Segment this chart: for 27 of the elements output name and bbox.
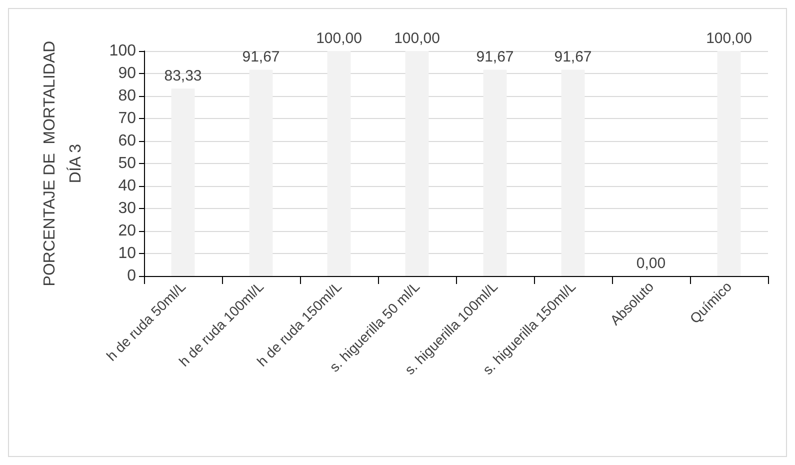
y-tick-label: 100: [109, 42, 136, 60]
data-label: 91,67: [476, 48, 514, 66]
y-tick-label: 10: [118, 245, 136, 262]
bar: [717, 51, 741, 276]
bar: [405, 51, 429, 276]
y-axis-title: PORCENTAJE DE MORTALIDAD DÍA 3: [42, 40, 84, 286]
y-tick-label: 50: [118, 155, 136, 172]
bar: [249, 70, 273, 276]
bar: [327, 51, 351, 276]
y-tick-label: 60: [118, 132, 136, 150]
y-tick-label: 30: [118, 200, 136, 217]
data-label: 100,00: [706, 30, 752, 47]
y-tick-label: 90: [118, 65, 136, 82]
y-tick-label: 40: [118, 178, 136, 194]
bar: [171, 88, 195, 276]
data-label: 100,00: [316, 30, 362, 47]
y-tick-label: 80: [118, 88, 136, 104]
y-tick-label: 0: [127, 268, 136, 284]
data-label: 0,00: [636, 255, 666, 272]
data-label: 100,00: [394, 30, 440, 47]
bar: [561, 70, 585, 276]
y-tick-label: 70: [118, 110, 136, 127]
bar: [483, 70, 507, 276]
y-tick-label: 20: [118, 222, 136, 240]
data-label: 91,67: [554, 48, 592, 66]
data-label: 83,33: [164, 68, 202, 85]
data-label: 91,67: [242, 48, 280, 66]
